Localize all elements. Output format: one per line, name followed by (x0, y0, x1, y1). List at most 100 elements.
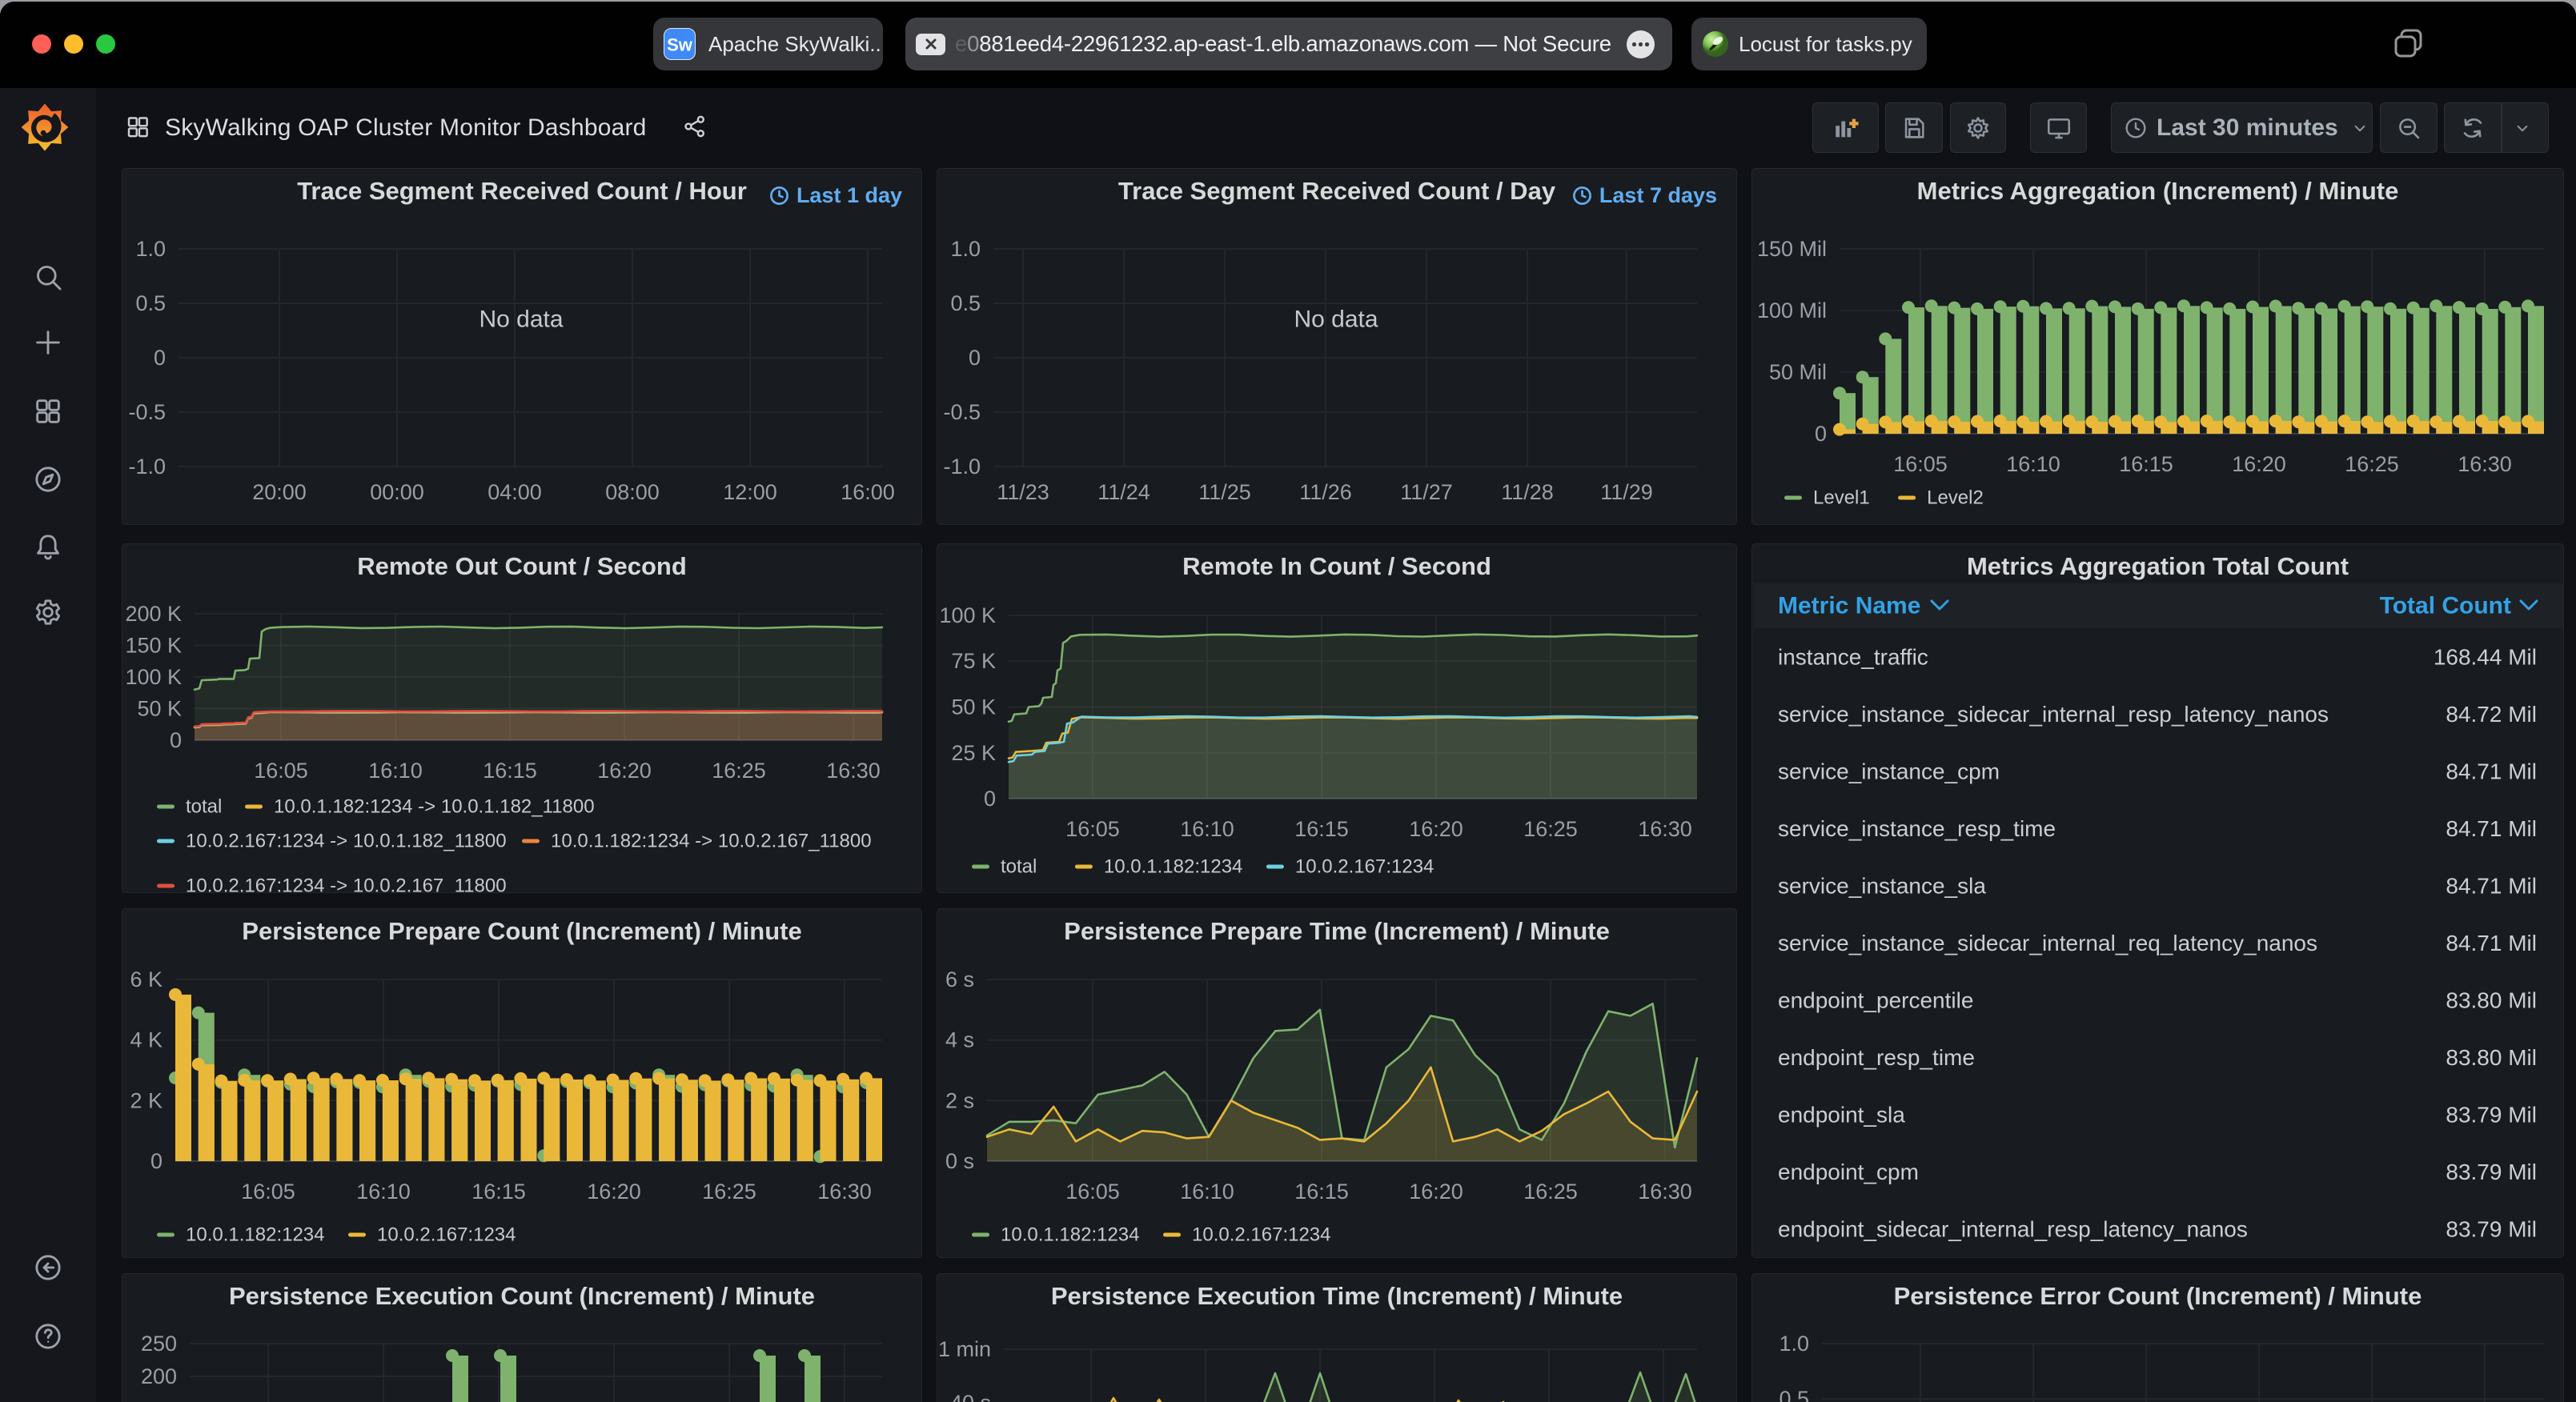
svg-text:16:20: 16:20 (1409, 1180, 1463, 1204)
svg-text:84.71 Mil: 84.71 Mil (2446, 816, 2537, 841)
svg-text:-1.0: -1.0 (128, 455, 166, 479)
svg-text:100 K: 100 K (939, 603, 996, 627)
svg-text:150 K: 150 K (125, 634, 182, 658)
svg-text:10.0.2.167:1234 -> 10.0.2.167_: 10.0.2.167:1234 -> 10.0.2.167_11800 (186, 875, 507, 894)
svg-text:service_instance_resp_time: service_instance_resp_time (1778, 816, 2056, 841)
svg-text:16:05: 16:05 (1065, 1180, 1120, 1204)
svg-text:1.0: 1.0 (135, 237, 166, 261)
svg-text:16:15: 16:15 (1294, 817, 1349, 841)
svg-text:16:10: 16:10 (2006, 452, 2060, 476)
svg-text:0 s: 0 s (945, 1149, 974, 1173)
svg-text:service_instance_cpm: service_instance_cpm (1778, 759, 2000, 784)
svg-text:4 s: 4 s (945, 1028, 974, 1052)
svg-text:1.0: 1.0 (1779, 1332, 1809, 1356)
svg-text:20:00: 20:00 (252, 480, 307, 504)
svg-text:16:10: 16:10 (1180, 1180, 1234, 1204)
svg-text:2 K: 2 K (130, 1088, 163, 1112)
svg-text:84.71 Mil: 84.71 Mil (2446, 931, 2537, 955)
svg-text:endpoint_sla: endpoint_sla (1778, 1103, 1905, 1128)
svg-text:83.80 Mil: 83.80 Mil (2446, 988, 2537, 1013)
svg-text:16:20: 16:20 (597, 759, 652, 783)
svg-text:11/23: 11/23 (997, 480, 1049, 504)
svg-text:1 min: 1 min (938, 1337, 991, 1361)
svg-text:6 s: 6 s (945, 967, 974, 991)
svg-text:total: total (1001, 856, 1037, 878)
svg-text:10.0.2.167:1234: 10.0.2.167:1234 (1192, 1224, 1331, 1246)
svg-text:04:00: 04:00 (488, 480, 542, 504)
svg-text:No data: No data (1294, 306, 1378, 333)
svg-text:10.0.1.182:1234: 10.0.1.182:1234 (1104, 856, 1243, 878)
svg-text:16:20: 16:20 (2232, 452, 2286, 476)
svg-text:16:10: 16:10 (368, 759, 423, 783)
svg-text:16:25: 16:25 (1523, 817, 1578, 841)
svg-text:100 Mil: 100 Mil (1757, 298, 1827, 322)
svg-text:16:30: 16:30 (1638, 817, 1692, 841)
svg-text:16:30: 16:30 (1638, 1180, 1692, 1204)
svg-text:16:20: 16:20 (587, 1180, 641, 1204)
svg-text:service_instance_sla: service_instance_sla (1778, 874, 1986, 899)
svg-text:83.79 Mil: 83.79 Mil (2446, 1160, 2537, 1184)
svg-text:16:25: 16:25 (1523, 1180, 1578, 1204)
svg-text:100 K: 100 K (125, 665, 182, 689)
svg-text:10.0.1.182:1234 -> 10.0.2.167_: 10.0.1.182:1234 -> 10.0.2.167_11800 (551, 831, 872, 852)
svg-text:Metric Name: Metric Name (1778, 593, 1920, 619)
svg-text:84.72 Mil: 84.72 Mil (2446, 702, 2537, 727)
svg-text:service_instance_sidecar_inter: service_instance_sidecar_internal_req_la… (1778, 931, 2317, 955)
svg-text:0: 0 (969, 346, 981, 370)
svg-text:10.0.1.182:1234: 10.0.1.182:1234 (186, 1224, 325, 1246)
svg-text:16:15: 16:15 (2119, 452, 2173, 476)
svg-text:10.0.2.167:1234: 10.0.2.167:1234 (377, 1224, 516, 1246)
svg-text:16:00: 16:00 (841, 480, 895, 504)
svg-text:0.5: 0.5 (1779, 1387, 1809, 1402)
svg-text:1.0: 1.0 (950, 237, 981, 261)
svg-text:-0.5: -0.5 (943, 400, 981, 424)
svg-text:16:30: 16:30 (826, 759, 881, 783)
svg-text:16:05: 16:05 (1065, 817, 1120, 841)
svg-text:16:10: 16:10 (1180, 817, 1234, 841)
svg-text:11/28: 11/28 (1501, 480, 1554, 504)
svg-text:11/29: 11/29 (1600, 480, 1653, 504)
svg-text:150 Mil: 150 Mil (1757, 237, 1827, 261)
svg-text:83.79 Mil: 83.79 Mil (2446, 1217, 2537, 1242)
svg-text:16:30: 16:30 (817, 1180, 872, 1204)
svg-text:200 K: 200 K (125, 602, 182, 626)
svg-text:11/26: 11/26 (1299, 480, 1352, 504)
svg-text:16:05: 16:05 (254, 759, 308, 783)
svg-text:service_instance_sidecar_inter: service_instance_sidecar_internal_resp_l… (1778, 702, 2329, 727)
svg-text:2 s: 2 s (945, 1088, 974, 1112)
svg-text:83.80 Mil: 83.80 Mil (2446, 1045, 2537, 1070)
svg-text:11/25: 11/25 (1198, 480, 1251, 504)
svg-text:11/24: 11/24 (1097, 480, 1150, 504)
svg-text:0.5: 0.5 (950, 291, 981, 315)
svg-text:16:25: 16:25 (702, 1180, 756, 1204)
svg-text:16:20: 16:20 (1409, 817, 1463, 841)
svg-text:0.5: 0.5 (135, 291, 166, 315)
svg-text:-0.5: -0.5 (128, 400, 166, 424)
svg-text:endpoint_cpm: endpoint_cpm (1778, 1160, 1919, 1184)
svg-text:40 s: 40 s (950, 1391, 991, 1402)
svg-text:Level2: Level2 (1927, 487, 1984, 509)
svg-text:84.71 Mil: 84.71 Mil (2446, 874, 2537, 899)
svg-text:Level1: Level1 (1813, 487, 1870, 509)
svg-text:50 K: 50 K (951, 695, 996, 719)
svg-text:75 K: 75 K (951, 649, 996, 673)
svg-text:-1.0: -1.0 (943, 455, 981, 479)
svg-text:168.44 Mil: 168.44 Mil (2434, 645, 2537, 670)
svg-text:16:15: 16:15 (1294, 1180, 1349, 1204)
svg-text:08:00: 08:00 (605, 480, 660, 504)
svg-text:16:15: 16:15 (471, 1180, 526, 1204)
svg-text:0: 0 (154, 346, 166, 370)
svg-text:16:10: 16:10 (356, 1180, 411, 1204)
svg-text:25 K: 25 K (951, 741, 996, 765)
svg-text:10.0.2.167:1234: 10.0.2.167:1234 (1295, 856, 1434, 878)
svg-text:84.71 Mil: 84.71 Mil (2446, 759, 2537, 784)
svg-text:16:05: 16:05 (241, 1180, 295, 1204)
svg-text:0: 0 (150, 1149, 163, 1173)
svg-text:endpoint_resp_time: endpoint_resp_time (1778, 1045, 1975, 1070)
svg-text:200: 200 (141, 1364, 177, 1388)
svg-text:0: 0 (170, 728, 182, 752)
svg-text:10.0.1.182:1234 -> 10.0.1.182_: 10.0.1.182:1234 -> 10.0.1.182_11800 (274, 796, 595, 818)
svg-text:instance_traffic: instance_traffic (1778, 645, 1928, 670)
svg-text:16:30: 16:30 (2458, 452, 2512, 476)
svg-text:4 K: 4 K (130, 1028, 163, 1052)
